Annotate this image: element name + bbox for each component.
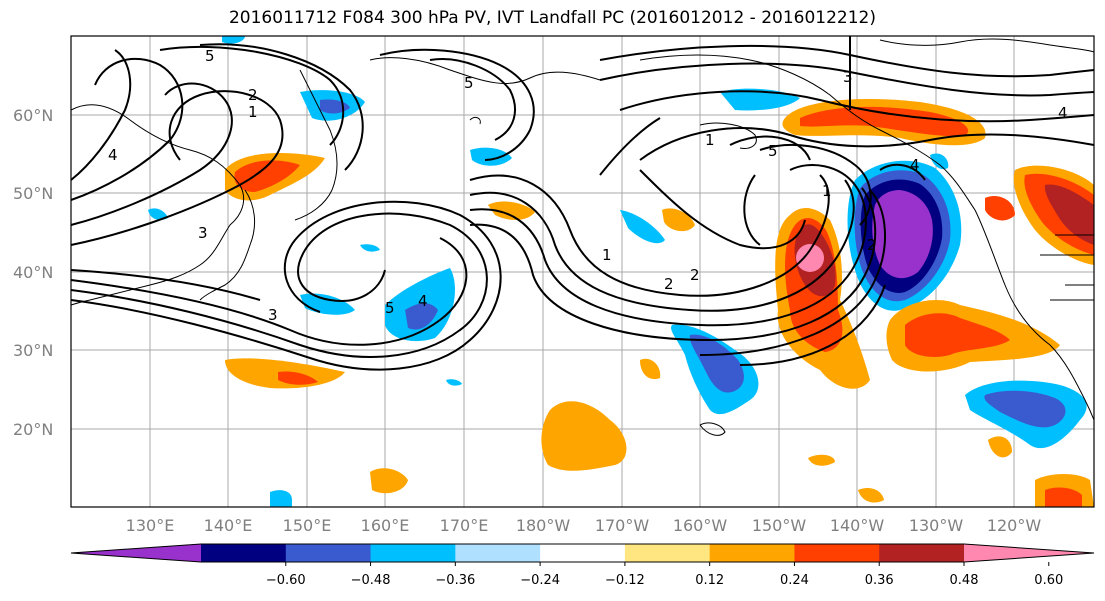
lon-label: 130°W	[909, 516, 964, 535]
lat-label: 40°N	[13, 263, 53, 282]
colorbar-segment	[624, 544, 711, 562]
map-title: 2016011712 F084 300 hPa PV, IVT Landfall…	[228, 8, 876, 28]
colorbar-extend-high	[964, 544, 1094, 562]
contour-label: 1	[705, 131, 715, 149]
colorbar-tick-label: −0.24	[520, 573, 560, 588]
colorbar-extend-low	[71, 544, 201, 562]
colorbar-tick-label: 0.12	[695, 573, 724, 588]
lon-label: 130°E	[126, 516, 175, 535]
colorbar-segment	[709, 544, 795, 562]
contour-label: 2	[867, 236, 877, 254]
contour-label: 5	[205, 47, 215, 65]
contour-label: 4	[1058, 104, 1068, 122]
lat-label: 30°N	[13, 341, 53, 360]
lon-label: 150°W	[752, 516, 807, 535]
contour-label: 2	[248, 86, 258, 104]
contour-label: 5	[464, 74, 474, 92]
lon-labels: 130°E 140°E 150°E 160°E 170°E 180°W 170°…	[126, 516, 1042, 535]
colorbar-outline	[70, 543, 1095, 563]
lon-label: 120°W	[987, 516, 1042, 535]
contour-label: 3	[843, 68, 853, 86]
contour-label: 2	[664, 275, 674, 293]
colorbar-segment	[455, 544, 541, 562]
colorbar-tick-label: −0.36	[435, 573, 475, 588]
lat-label: 50°N	[13, 184, 53, 203]
lat-labels: 60°N 50°N 40°N 30°N 20°N	[13, 106, 53, 439]
colorbar-segment	[201, 544, 287, 562]
colorbar: −0.60 −0.48 −0.36 −0.24 −0.12 0.12 0.24 0.36 0.4…	[70, 543, 1095, 588]
lat-label: 20°N	[13, 420, 53, 439]
coastlines	[70, 38, 1095, 436]
contour-labels: 5 2 1 4 3 1 2 3 5 4 1 2 5 3 4 5 1 2 4	[108, 47, 1068, 324]
colorbar-tick-label: −0.48	[351, 573, 391, 588]
lon-label: 140°E	[204, 516, 253, 535]
contour-label: 3	[268, 306, 278, 324]
lon-label: 150°E	[283, 516, 332, 535]
lon-label: 160°W	[673, 516, 728, 535]
contour-label: 1	[602, 246, 612, 264]
colorbar-tick-label: 0.24	[780, 573, 809, 588]
lon-label: 170°E	[440, 516, 489, 535]
colorbar-segment	[370, 544, 456, 562]
colorbar-segment	[794, 544, 880, 562]
pv-contours	[70, 36, 1095, 371]
lon-label: 160°E	[361, 516, 410, 535]
contour-label: 2	[690, 266, 700, 284]
colorbar-segment	[285, 544, 372, 562]
contour-label: 5	[385, 299, 395, 317]
contour-label: 4	[108, 146, 118, 164]
colorbar-segment	[879, 544, 965, 562]
colorbar-tick-label: −0.12	[605, 573, 645, 588]
colorbar-tick-label: −0.60	[266, 573, 306, 588]
contour-label: 3	[198, 224, 208, 242]
lon-label: 140°W	[830, 516, 885, 535]
contour-label: 4	[910, 156, 920, 174]
contour-label: 1	[822, 182, 832, 200]
colorbar-tick-label: 0.36	[865, 573, 894, 588]
contour-label: 1	[248, 103, 258, 121]
colorbar-tick-label: 0.60	[1034, 573, 1063, 588]
lon-label: 180°W	[516, 516, 571, 535]
contour-label: 4	[418, 292, 428, 310]
lon-label: 170°W	[595, 516, 650, 535]
map-border	[70, 35, 1095, 508]
contour-label: 5	[768, 142, 778, 160]
colorbar-segment	[540, 544, 626, 562]
lat-label: 60°N	[13, 106, 53, 125]
colorbar-tick-label: 0.48	[950, 573, 979, 588]
